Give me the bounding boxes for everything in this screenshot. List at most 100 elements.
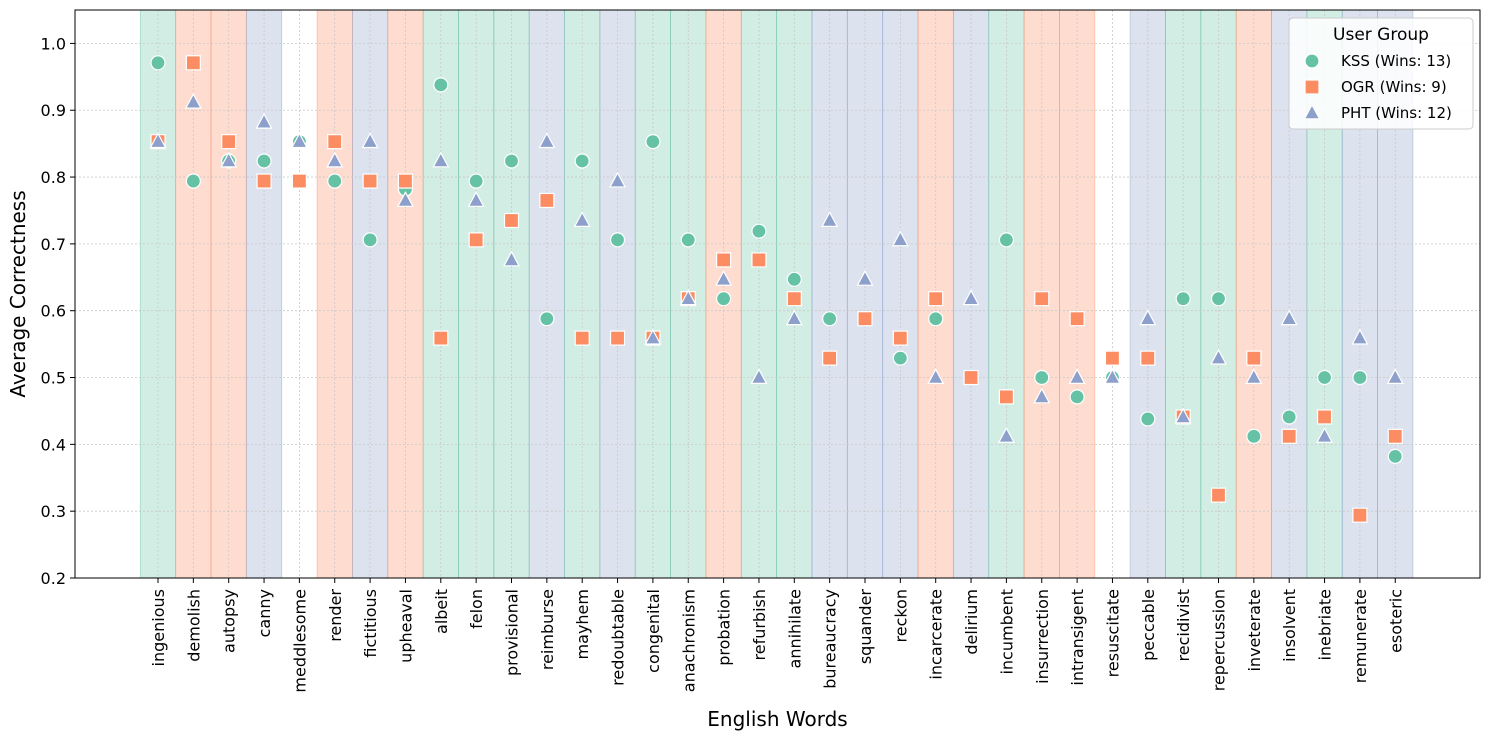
ogr-point-fictitious xyxy=(362,173,378,189)
x-tick-label: probation xyxy=(715,589,734,666)
pht-point-delirium xyxy=(962,289,980,306)
kss-point-ingenious xyxy=(150,55,166,71)
pht-point-demolish xyxy=(184,92,202,109)
x-tick-label: demolish xyxy=(184,589,203,662)
kss-point-repercussion xyxy=(1210,291,1227,307)
pht-point-upheaval xyxy=(396,191,414,207)
kss-point-demolish xyxy=(185,173,201,189)
ogr-point-inveterate xyxy=(1246,350,1262,366)
ogr-point-felon xyxy=(468,232,484,248)
kss-point-inebriate xyxy=(1316,369,1333,386)
legend-title: User Group xyxy=(1333,25,1429,45)
ogr-point-insolvent xyxy=(1281,428,1297,444)
grid-lines xyxy=(75,10,1480,579)
ogr-point-esoteric xyxy=(1387,428,1403,444)
pht-point-annihilate xyxy=(785,309,803,326)
ogr-point-albeit xyxy=(433,330,449,346)
x-tick-label: peccable xyxy=(1139,589,1158,661)
legend-marker-OGR xyxy=(1304,79,1320,95)
ogr-point-remunerate xyxy=(1352,507,1368,523)
legend-label-OGR: OGR (Wins: 9) xyxy=(1341,78,1447,96)
x-tick-label: reckon xyxy=(891,589,910,643)
pht-point-peccable xyxy=(1139,309,1157,326)
x-tick-label: esoteric xyxy=(1386,589,1405,653)
ogr-point-render xyxy=(327,134,343,150)
kss-point-reimburse xyxy=(539,311,555,327)
series-PHT xyxy=(149,92,1404,443)
pht-point-intransigent xyxy=(1068,368,1086,385)
data-points xyxy=(149,55,1404,523)
kss-point-insolvent xyxy=(1281,409,1297,425)
legend-label-PHT: PHT (Wins: 12) xyxy=(1341,104,1452,122)
ogr-point-repercussion xyxy=(1210,487,1227,503)
kss-point-incarcerate xyxy=(928,311,944,327)
kss-point-incumbent xyxy=(998,232,1015,248)
y-tick-label: 0.3 xyxy=(41,502,66,521)
x-tick-label: inebriate xyxy=(1316,589,1335,661)
ogr-point-peccable xyxy=(1140,350,1156,366)
x-axis: ingenious demolish autopsy canny meddlesome r… xyxy=(149,578,1405,693)
kss-point-esoteric xyxy=(1387,448,1403,464)
pht-point-mayhem xyxy=(573,211,591,227)
ogr-point-incarcerate xyxy=(928,291,944,307)
x-tick-label: remunerate xyxy=(1351,589,1370,683)
legend: User Group KSS (Wins: 13) OGR (Wins: 9) PH… xyxy=(1288,17,1474,130)
x-tick-label: mayhem xyxy=(573,589,592,659)
y-tick-label: 1.0 xyxy=(41,34,66,53)
kss-point-recidivist xyxy=(1175,291,1191,307)
ogr-point-reckon xyxy=(892,330,908,346)
pht-point-congenital xyxy=(644,328,662,345)
pht-point-felon xyxy=(467,191,485,207)
pht-point-fictitious xyxy=(361,132,379,149)
y-tick-label: 0.6 xyxy=(41,302,66,321)
ogr-point-demolish xyxy=(185,55,201,71)
y-tick-label: 0.2 xyxy=(41,569,66,588)
x-tick-label: provisional xyxy=(503,589,522,676)
y-tick-label: 0.7 xyxy=(41,235,66,254)
kss-point-felon xyxy=(468,173,484,189)
x-tick-label: albeit xyxy=(432,589,451,634)
x-tick-label: fictitious xyxy=(361,589,380,658)
y-tick-label: 0.4 xyxy=(41,435,66,454)
x-tick-label: redoubtable xyxy=(609,589,628,686)
kss-point-fictitious xyxy=(362,232,378,248)
x-tick-label: incarcerate xyxy=(927,589,946,680)
ogr-point-refurbish xyxy=(751,252,767,268)
pht-point-esoteric xyxy=(1386,368,1404,385)
ogr-point-reimburse xyxy=(539,192,555,209)
ogr-point-inebriate xyxy=(1316,409,1333,425)
kss-point-probation xyxy=(715,291,732,307)
kss-point-bureaucracy xyxy=(822,311,838,327)
legend-item-PHT: PHT (Wins: 12) xyxy=(1303,103,1452,122)
pht-point-ingenious xyxy=(149,132,167,149)
legend-item-OGR: OGR (Wins: 9) xyxy=(1304,78,1447,96)
legend-label-KSS: KSS (Wins: 13) xyxy=(1341,52,1451,70)
legend-marker-KSS xyxy=(1304,53,1320,69)
y-axis: 0.2 0.3 0.4 0.5 0.6 0.7 0.8 0.9 1.0 xyxy=(41,34,75,588)
ogr-point-resuscitate xyxy=(1104,350,1121,366)
y-tick-label: 0.9 xyxy=(41,101,66,120)
ogr-point-insurrection xyxy=(1034,291,1050,307)
ogr-point-bureaucracy xyxy=(822,350,838,366)
kss-point-redoubtable xyxy=(609,232,626,248)
kss-point-peccable xyxy=(1140,411,1156,427)
pht-point-probation xyxy=(715,269,733,286)
kss-point-inveterate xyxy=(1246,428,1262,444)
pht-point-incumbent xyxy=(997,426,1015,443)
x-tick-label: insolvent xyxy=(1280,589,1299,662)
x-tick-label: resuscitate xyxy=(1103,589,1122,677)
x-tick-label: repercussion xyxy=(1210,589,1229,691)
ogr-point-upheaval xyxy=(397,173,414,189)
kss-point-render xyxy=(327,173,343,189)
ogr-point-annihilate xyxy=(786,291,802,307)
pht-point-recidivist xyxy=(1174,407,1192,424)
ogr-point-intransigent xyxy=(1069,311,1085,327)
pht-point-meddlesome xyxy=(290,132,308,149)
pht-point-refurbish xyxy=(750,368,768,385)
kss-point-refurbish xyxy=(751,223,767,239)
legend-item-KSS: KSS (Wins: 13) xyxy=(1304,52,1451,70)
kss-point-provisional xyxy=(503,153,520,169)
x-tick-label: bureaucracy xyxy=(821,589,840,689)
plot-frame xyxy=(74,9,1481,579)
ogr-point-meddlesome xyxy=(291,173,307,189)
